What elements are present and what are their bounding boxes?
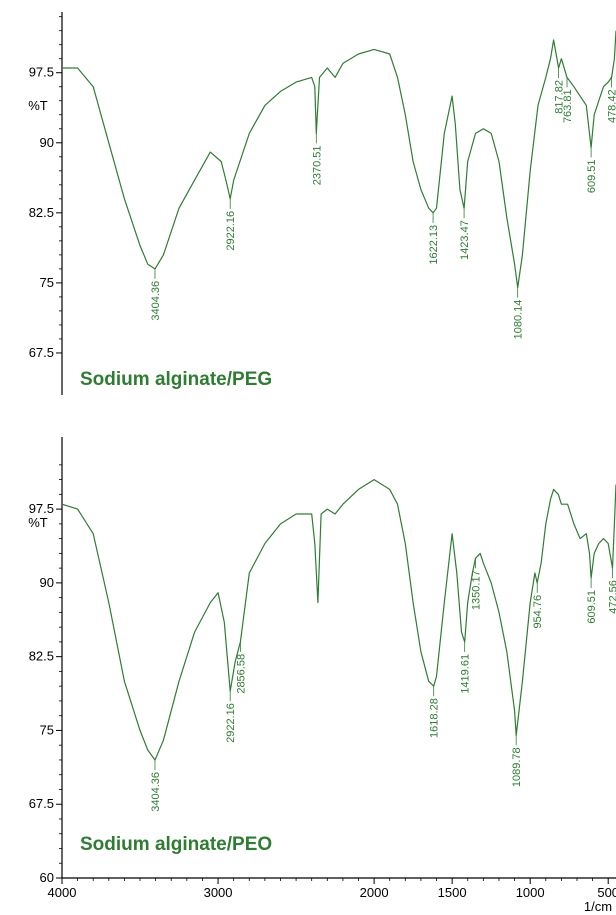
peak-label: 2922.16	[225, 211, 237, 251]
x-tick-label: 500	[597, 885, 616, 900]
peak-label: 817.82	[554, 80, 566, 114]
y-tick-label: 75	[40, 722, 54, 737]
y-axis-label: %T	[28, 98, 48, 113]
peak-label: 2922.16	[225, 703, 237, 743]
y-axis-label: %T	[28, 515, 48, 530]
spectrum-line	[62, 30, 616, 289]
x-tick-label: 2000	[360, 885, 389, 900]
peak-label: 1350.17	[471, 570, 483, 610]
x-tick-label: 4000	[48, 885, 77, 900]
y-tick-label: 82.5	[29, 649, 54, 664]
peak-label: 3404.36	[150, 772, 162, 812]
x-tick-label: 3000	[204, 885, 233, 900]
y-tick-label: 90	[40, 575, 54, 590]
peak-label: 1080.14	[513, 300, 525, 340]
y-tick-label: 82.5	[29, 205, 54, 220]
y-tick-label: 67.5	[29, 796, 54, 811]
peak-label: 1622.13	[428, 225, 440, 265]
panel-title: Sodium alginate/PEO	[80, 834, 272, 855]
y-tick-label: 67.5	[29, 345, 54, 360]
peak-label: 609.51	[586, 159, 598, 193]
peak-label: 609.51	[586, 590, 598, 624]
spectrum-line	[61, 479, 616, 761]
peak-label: 2856.58	[235, 654, 247, 694]
peak-label: 1089.78	[511, 747, 523, 787]
peak-label: 1423.47	[459, 220, 471, 260]
peak-label: 478.42	[607, 89, 616, 123]
x-tick-label: 1000	[516, 885, 545, 900]
peak-label: 1618.28	[429, 698, 441, 738]
x-tick-label: 1500	[438, 885, 467, 900]
panel-peo: 97.5 90 82.5 75 67.5 60 %T 3404.36 2922.16 2856.5…	[28, 437, 616, 885]
y-tick-label: 97.5	[29, 65, 54, 80]
y-tick-label: 60	[40, 870, 54, 885]
peak-label: 1419.61	[460, 654, 472, 694]
y-tick-label: 90	[40, 135, 54, 150]
peak-label: 2370.51	[311, 145, 323, 185]
x-axis-label: 1/cm	[584, 899, 612, 914]
y-tick-label: 75	[40, 275, 54, 290]
panel-peg: 97.5 90 82.5 75 67.5 %T 3404.36 2922.16 2370.51 1…	[28, 12, 616, 395]
peak-label: 954.76	[532, 595, 544, 629]
peak-label: 3404.36	[150, 281, 162, 321]
panel-title: Sodium alginate/PEG	[80, 369, 272, 390]
y-tick-label: 97.5	[29, 501, 54, 516]
peak-label: 472.56	[607, 580, 616, 614]
peak-label: 763.81	[562, 89, 574, 123]
